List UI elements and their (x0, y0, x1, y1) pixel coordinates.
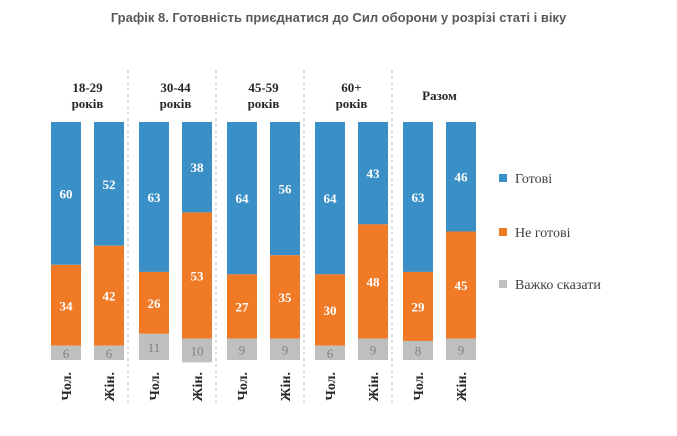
data-label: 56 (279, 182, 293, 197)
data-label: 60 (60, 186, 73, 201)
bar-segment (94, 345, 124, 360)
data-label: 42 (103, 289, 116, 304)
legend-swatch (499, 174, 507, 182)
bar-segment (446, 122, 476, 232)
bar-segment (446, 338, 476, 360)
group-label: років (72, 96, 104, 111)
bar-segment (139, 333, 169, 360)
bar-segment (403, 340, 433, 360)
data-label: 34 (60, 298, 74, 313)
bar-segment (94, 245, 124, 346)
chart-title: Графік 8. Готовність приєднатися до Сил … (110, 10, 567, 25)
bar-segment (94, 122, 124, 246)
gender-label: Чол. (412, 372, 427, 400)
data-label: 8 (415, 343, 422, 358)
bar-segment (446, 231, 476, 339)
gender-label: Жін. (279, 372, 294, 401)
data-label: 9 (370, 342, 377, 357)
gender-label: Чол. (148, 372, 163, 400)
group-label: 45-59 (248, 80, 279, 95)
data-label: 6 (63, 346, 70, 361)
group-label: років (248, 96, 280, 111)
data-label: 45 (455, 278, 469, 293)
bar-segment (182, 122, 212, 213)
bar-segment (403, 122, 433, 272)
data-label: 11 (148, 340, 161, 355)
data-label: 9 (282, 342, 289, 357)
bar-segment (270, 122, 300, 256)
data-label: 6 (106, 346, 113, 361)
data-label: 26 (148, 296, 162, 311)
bar-segment (227, 338, 257, 360)
data-label: 48 (367, 274, 381, 289)
data-label: 38 (191, 160, 205, 175)
gender-label: Чол. (236, 372, 251, 400)
group-label: 60+ (341, 80, 361, 95)
data-label: 30 (324, 303, 337, 318)
bar-segment (270, 338, 300, 360)
bar-segment (51, 264, 81, 346)
bar-segment (315, 345, 345, 360)
data-label: 9 (458, 342, 465, 357)
data-label: 35 (279, 290, 293, 305)
data-label: 52 (103, 177, 116, 192)
bar-segment (403, 271, 433, 341)
bar-segment (139, 271, 169, 334)
bar-segment (227, 122, 257, 275)
group-label: Разом (422, 88, 457, 103)
bar-segment (358, 224, 388, 339)
data-label: 63 (148, 190, 162, 205)
legend-swatch (499, 280, 507, 288)
bar-segment (358, 122, 388, 225)
data-label: 53 (191, 269, 205, 284)
legend-label: Не готові (515, 226, 571, 241)
group-label: 30-44 (160, 80, 191, 95)
legend-label: Готові (515, 172, 552, 187)
gender-label: Жін. (455, 372, 470, 401)
data-label: 64 (236, 191, 250, 206)
gender-label: Чол. (60, 372, 75, 400)
bar-segment (315, 122, 345, 275)
bar-segment (139, 122, 169, 272)
group-label: років (160, 96, 192, 111)
data-label: 63 (412, 190, 426, 205)
data-label: 64 (324, 191, 338, 206)
data-label: 9 (239, 342, 246, 357)
gender-label: Жін. (103, 372, 118, 401)
data-label: 43 (367, 166, 381, 181)
data-label: 27 (236, 299, 250, 314)
bar-segment (270, 255, 300, 339)
group-label: 18-29 (72, 80, 103, 95)
legend-swatch (499, 228, 507, 236)
bar-segment (358, 338, 388, 360)
legend-label: Важко сказати (515, 278, 601, 293)
gender-label: Жін. (367, 372, 382, 401)
bar-segment (182, 338, 212, 363)
bar-segment (51, 345, 81, 360)
data-label: 6 (327, 346, 334, 361)
bar-segment (227, 274, 257, 339)
gender-label: Жін. (191, 372, 206, 401)
group-label: років (336, 96, 368, 111)
bar-segment (182, 212, 212, 339)
gender-label: Чол. (324, 372, 339, 400)
data-label: 46 (455, 170, 469, 185)
bar-segment (51, 122, 81, 265)
bar-segment (315, 274, 345, 346)
data-label: 10 (191, 343, 204, 358)
data-label: 29 (412, 299, 426, 314)
